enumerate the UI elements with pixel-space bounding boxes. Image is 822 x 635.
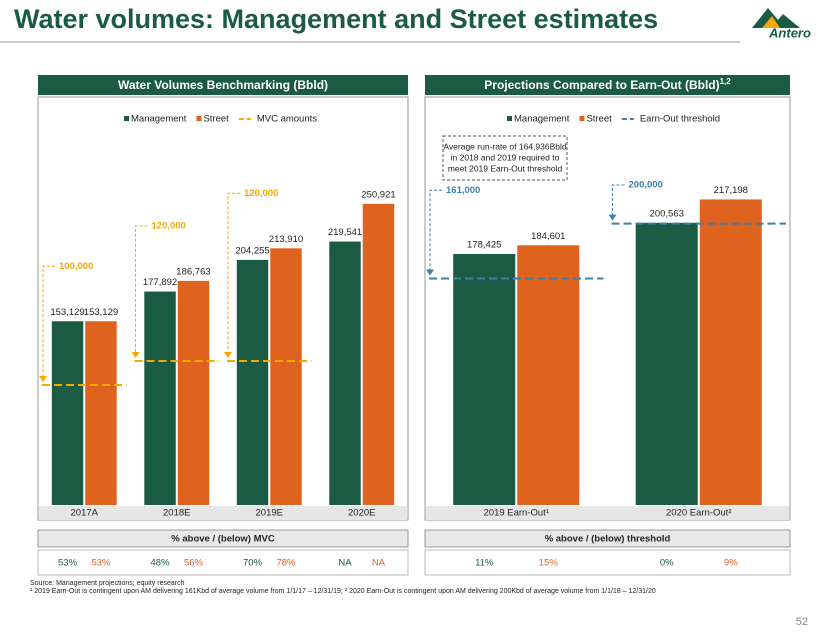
threshold-arrow [39,376,47,382]
logo-text: Antero [768,25,811,40]
table-header: % above / (below) threshold [545,534,671,545]
table-row-box [424,549,791,576]
bar [329,241,361,506]
value-label: 153,129 [50,307,84,318]
value-label: 186,763 [176,266,210,277]
table-header-box [424,529,791,548]
category-label: 2019 Earn-Out¹ [484,508,549,519]
panel-title-superscript: 1,2 [720,77,732,86]
threshold-arrow [131,352,140,358]
value-label: 217,198 [714,185,748,196]
value-label: 178,425 [467,239,501,250]
panel-header [425,75,790,95]
bar [144,291,176,505]
threshold-label: 120,000 [152,220,186,231]
table-value: 48% [151,558,171,569]
legend-label: Street [203,114,229,125]
panel-header [38,75,408,95]
bar [85,321,117,505]
value-label: 204,255 [235,245,269,256]
threshold-label: 100,000 [59,261,93,272]
legend-label: Management [131,114,187,125]
footnote: ¹ 2019 Earn-Out is contingent upon AM de… [30,588,656,595]
value-label: 184,601 [531,231,565,242]
threshold-label: 200,000 [629,180,663,191]
bar [699,199,762,506]
threshold-arrow [224,352,232,358]
bar [177,280,210,505]
footnote: Source: Management projections; equity r… [30,580,185,587]
category-label: 2019E [256,508,283,519]
category-label: 2020E [348,508,375,519]
threshold-bracket [612,184,625,216]
threshold-label: 161,000 [446,185,480,196]
threshold-bracket [42,265,55,377]
table-value: 0% [660,558,674,569]
page-title: Water volumes: Management and Street est… [14,4,658,34]
table-header-box [37,529,409,548]
legend-swatch [124,116,129,121]
logo-mark-accent [762,16,780,28]
panel-title: Water Volumes Benchmarking (Bbld) [118,78,328,92]
table-value: NA [372,558,386,569]
bar [362,203,395,505]
value-label: 177,892 [143,277,177,288]
legend-swatch [196,116,202,121]
threshold-bracket [429,189,442,271]
threshold-arrow [608,214,617,221]
table-value: 70% [243,558,263,569]
value-label: 250,921 [361,189,395,200]
legend-label: Earn-Out threshold [640,114,720,125]
value-label: 213,910 [269,234,303,245]
value-label: 219,541 [328,227,362,238]
bar [635,222,698,505]
annotation-line: in 2018 and 2019 required to [451,152,560,162]
table-value: NA [338,558,352,569]
logo-mark [752,8,800,28]
table-value: 53% [58,558,78,569]
annotation-box [442,135,568,181]
bar [453,253,516,505]
category-label: 2017A [71,508,99,519]
bar [51,321,84,505]
threshold-bracket [227,192,240,353]
threshold-bracket [135,225,148,353]
value-label: 153,129 [84,307,118,318]
category-label: 2018E [163,508,190,519]
bar [517,245,580,505]
annotation-line: meet 2019 Earn-Out threshold [448,163,563,173]
table-value: 9% [724,558,738,569]
table-value: 78% [276,558,296,569]
category-label: 2020 Earn-Out² [666,508,731,519]
value-label: 200,563 [650,208,684,219]
legend-swatch [579,116,585,121]
bar [270,248,302,506]
category-strip [39,506,407,520]
table-value: 11% [475,558,494,569]
table-header: % above / (below) MVC [171,534,275,545]
annotation-line: Average run-rate of 164,936Bbld [443,141,566,151]
legend-swatch [507,116,512,121]
panel-title-text: Water Volumes Benchmarking (Bbld) [118,78,328,92]
category-strip [426,506,789,520]
page-number: 52 [796,616,808,628]
table-row-box [37,549,409,576]
bar [236,259,269,505]
threshold-label: 120,000 [244,188,278,199]
panel-title: Projections Compared to Earn-Out (Bbld)1… [484,77,731,92]
legend-label: Management [514,114,570,125]
table-value: 56% [184,558,204,569]
threshold-arrow [426,269,434,276]
table-value: 53% [91,558,111,569]
panel-title-text: Projections Compared to Earn-Out (Bbld) [484,78,719,92]
legend-label: MVC amounts [257,114,317,125]
table-value: 15% [539,558,559,569]
legend-label: Street [586,114,612,125]
